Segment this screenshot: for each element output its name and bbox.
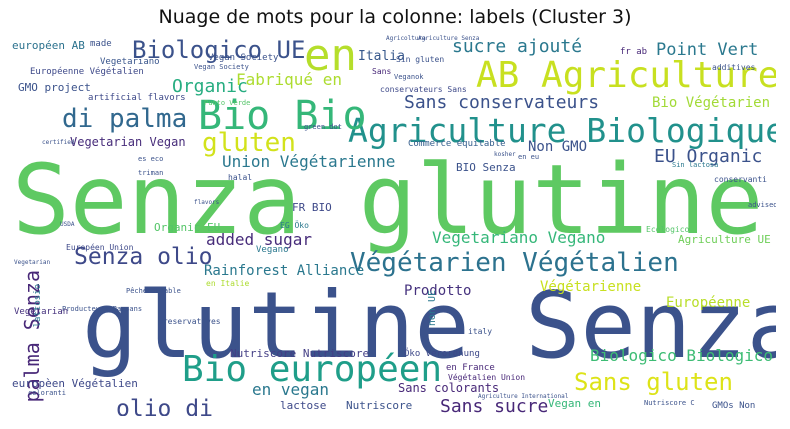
word: Végétarienne [540,279,642,295]
word: Union Végétarienne [222,152,396,171]
word: Agriculture UE [678,233,771,246]
word: Vegan Society [194,63,249,71]
word: flavors [194,199,220,206]
word: Senza olio [74,244,213,270]
word: certified [42,139,75,146]
word: italy [468,327,493,336]
word: FR BIO [292,201,332,214]
word: Bio européen [182,349,443,390]
word: Sans colorants [398,381,500,395]
word: Vegano [256,245,289,255]
word: Öko Verordnung [404,349,480,359]
word: Sans conservateurs [404,92,600,113]
word: Veganok [394,73,424,81]
word: preservatives [158,317,221,326]
word: advised [748,201,776,209]
word: en eu [518,153,540,161]
word: EU Organic [654,146,763,167]
word: green dot [304,123,342,131]
word-cloud: Senza glutine glutine Senza AB Agricultu… [8,34,776,416]
word: Pêche durable [126,287,181,295]
word: lattosio [33,284,43,328]
word: non UE [427,290,438,327]
word: Nutriscore Nutriscore [230,347,370,360]
word: en France [446,363,495,373]
word: Biologico UE [132,36,306,64]
word: gluten [202,128,296,158]
word: en Italie [206,279,250,288]
word: olio di [116,396,213,417]
word: es eco [138,155,164,163]
word: en [304,34,357,81]
word: Nutriscore [346,399,413,412]
word: Sin lactosa [672,161,719,169]
word: added sugar [206,230,312,249]
word: USDA [60,221,75,228]
word: Commerce équitable [408,139,506,149]
word: européen AB [12,39,85,52]
word: Sans sucre [440,396,549,416]
word: Agriculture Senza [418,35,480,42]
word: lactose [280,399,327,412]
word: Senza glutine [12,144,764,256]
word: glutine Senza [82,272,776,379]
word: Vegetarian Vegan [70,135,186,149]
word: Organic EU [154,221,221,234]
word: Vegan en [548,397,601,410]
word: Bio Végétarien [652,95,771,111]
word: GMOs Non [712,401,756,411]
word: Végétarien Végétalien [350,248,679,278]
word: artificial flavors [88,93,186,103]
word: additives [712,63,756,72]
word: EG Öko [280,221,309,230]
word: Italia [358,49,405,64]
word: conservanti [714,175,767,184]
word: Rainforest Alliance [204,263,365,279]
word: kosher [494,151,516,158]
word: AB Agriculture [476,55,776,96]
word: europèen Végétalien [12,377,138,390]
word: Non GMO [528,139,588,155]
word: Sans [372,67,392,76]
word: made [90,39,112,49]
word: triman [138,169,164,177]
word: Européen Union [66,243,134,252]
chart-title: Nuage de mots pour la colonne: labels (C… [158,6,632,28]
word: Biologico Biologico [590,346,774,365]
word: conservateurs Sans [380,85,467,94]
word: Producteurs Paysans [62,305,143,313]
word: Agriculture Biologique [348,111,776,150]
word: BIO Senza [456,161,516,174]
word: fr ab [620,47,648,57]
word: Nutriscore C [644,399,695,407]
word: Punto Verde [204,99,251,107]
word: di palma [62,104,188,134]
word: Organic [172,76,248,97]
word: en vegan [252,380,330,399]
word: coloranti [28,389,66,397]
word: Vegetarian [14,259,51,266]
word: Agricoltura [386,35,426,42]
word: Européenne Végétalien [30,67,144,77]
word: Point Vert [656,40,759,60]
word: Vegetarian [14,307,69,317]
word: Fabriqué en [236,70,342,89]
word: Sin gluten [396,55,445,64]
word: sucre ajouté [452,36,583,57]
word: Bio Bio [198,93,367,139]
word: Vegetariano [100,57,160,67]
word: Prodotto [404,283,472,299]
word: Ecologico [646,225,690,234]
word: Végétalien Union [448,373,526,382]
word: Sans gluten [574,368,733,396]
word: Vegan Society [208,53,279,63]
word: GMO project [18,81,91,94]
word: Européenne [666,295,751,311]
word: Agriculture International [478,393,569,400]
word: halal [228,173,253,182]
word: Vegetariano Vegano [432,228,606,247]
